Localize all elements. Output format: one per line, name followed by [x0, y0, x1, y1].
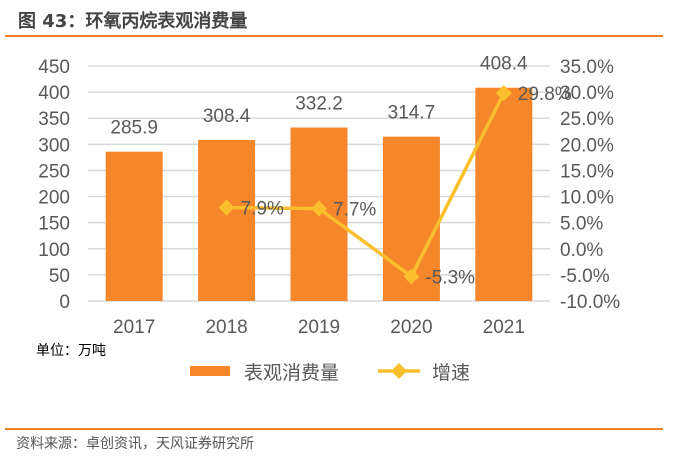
left-tick-label: 450 — [38, 57, 70, 78]
right-tick-label: 0.0% — [560, 240, 603, 261]
line-data-label: 7.9% — [241, 199, 284, 220]
line-data-label: -5.3% — [425, 267, 475, 288]
growth-marker — [495, 85, 512, 102]
right-tick-label: 35.0% — [560, 57, 614, 78]
bar — [198, 139, 256, 301]
legend-line-marker — [391, 363, 407, 379]
bar-data-label: 314.7 — [388, 103, 436, 124]
right-tick-label: 10.0% — [560, 188, 614, 209]
bar-data-label: 408.4 — [480, 54, 528, 75]
growth-marker — [311, 200, 327, 217]
source-note: 资料来源：卓创资讯，天风证券研究所 — [16, 436, 254, 452]
growth-marker — [218, 199, 235, 216]
x-tick-label: 2020 — [390, 317, 432, 338]
left-tick-label: 350 — [38, 109, 70, 130]
legend-line-label: 增速 — [432, 362, 470, 384]
bar — [105, 151, 163, 301]
left-tick-label: 300 — [38, 135, 70, 156]
left-tick-label: 200 — [38, 188, 70, 209]
left-tick-label: 400 — [38, 83, 70, 104]
footer-rule — [5, 428, 663, 430]
right-tick-label: 20.0% — [560, 135, 614, 156]
x-tick-label: 2017 — [113, 317, 155, 338]
line-data-label: 29.8% — [518, 84, 572, 105]
bar-data-label: 332.2 — [295, 94, 343, 115]
title-rule — [5, 35, 663, 37]
figure-title: 图 43：环氧丙烷表观消费量 — [18, 11, 248, 32]
unit-label: 单位：万吨 — [36, 343, 106, 359]
bar-data-label: 285.9 — [110, 118, 158, 139]
right-tick-label: 15.0% — [560, 161, 614, 182]
bar-data-label: 308.4 — [203, 106, 251, 127]
right-tick-label: 25.0% — [560, 109, 614, 130]
left-tick-label: 150 — [38, 214, 70, 235]
growth-line — [226, 92, 506, 280]
line-data-label: 7.7% — [333, 200, 376, 221]
right-tick-label: -5.0% — [560, 266, 610, 287]
left-tick-label: 0 — [59, 292, 70, 313]
legend-bar-label: 表观消费量 — [244, 362, 339, 384]
left-tick-label: 100 — [38, 240, 70, 261]
right-tick-label: -10.0% — [560, 292, 620, 313]
right-tick-label: 30.0% — [560, 83, 614, 104]
x-tick-label: 2018 — [205, 317, 247, 338]
left-tick-label: 50 — [49, 266, 70, 287]
x-tick-label: 2021 — [483, 317, 525, 338]
bar — [475, 87, 533, 301]
legend-bar-swatch — [190, 366, 230, 376]
growth-marker — [403, 268, 420, 285]
x-tick-label: 2019 — [298, 317, 340, 338]
left-tick-label: 250 — [38, 161, 70, 182]
chart: 0 50 100 150 200 250 300 350 400 450 -10.0% -5.0% 0.… — [38, 54, 620, 384]
right-tick-label: 5.0% — [560, 214, 603, 235]
